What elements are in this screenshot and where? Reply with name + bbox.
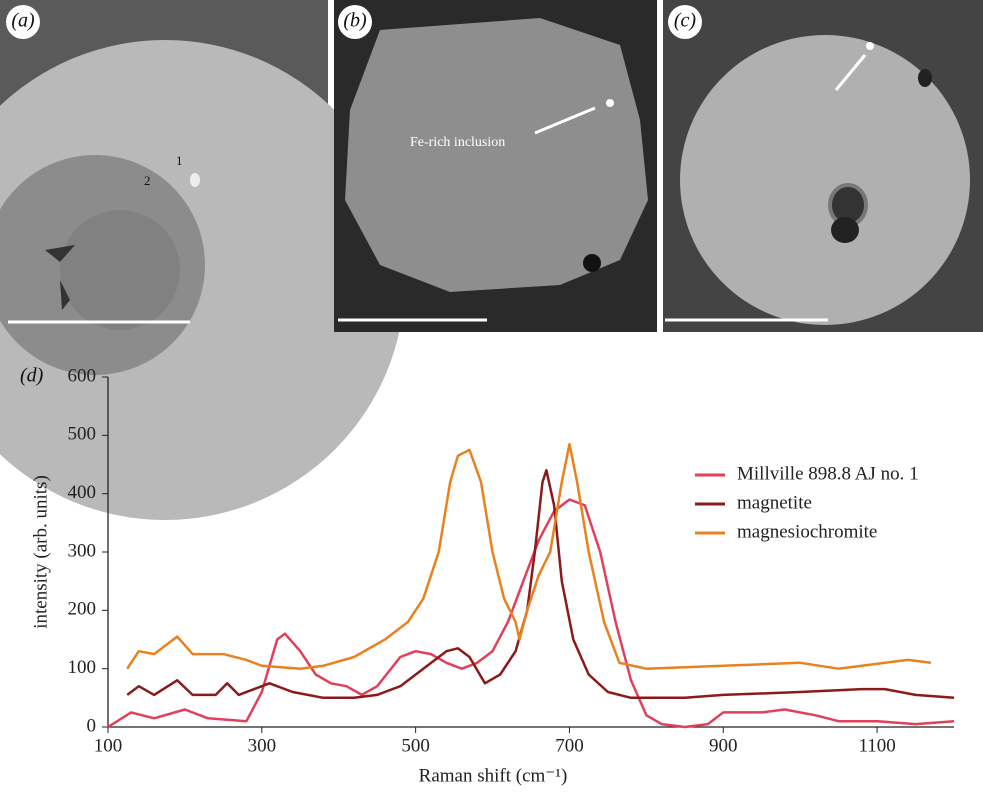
x-tick-label: 1100 [858,735,895,756]
panel-c: (c) [663,0,983,332]
annotation: 2 [144,173,151,188]
panel-label: (c) [674,10,697,32]
panel-label: (d) [20,365,44,387]
y-tick-label: 100 [68,657,97,678]
legend-label: magnesiochromite [737,521,877,542]
panel-label: (a) [11,10,35,32]
panel-label: (b) [343,10,367,32]
panel-a: (a) 1 2 [0,0,405,520]
y-tick-label: 500 [68,424,97,445]
x-tick-label: 100 [94,735,123,756]
series-line [126,469,955,700]
panel-b: (b) Fe-rich inclusion [334,0,657,332]
legend-label: Millville 898.8 AJ no. 1 [737,463,919,484]
x-tick-label: 900 [709,735,738,756]
y-tick-label: 600 [68,365,97,386]
series-line [126,442,932,670]
annotation: 1 [176,153,183,168]
y-axis-label: intensity (arb. units) [30,475,51,629]
y-tick-label: 200 [68,599,97,620]
y-tick-label: 400 [68,482,97,503]
x-tick-label: 500 [401,735,430,756]
annotation: Fe-rich inclusion [410,135,505,150]
series-line [107,498,955,729]
chart: (d) Raman shift (cm⁻¹) intensity (arb. u… [20,365,955,786]
x-tick-label: 300 [248,735,277,756]
x-axis-label: Raman shift (cm⁻¹) [419,765,568,786]
y-tick-label: 300 [68,540,97,561]
y-tick-label: 0 [87,715,97,736]
legend-label: magnetite [737,492,812,513]
x-tick-label: 700 [555,735,584,756]
